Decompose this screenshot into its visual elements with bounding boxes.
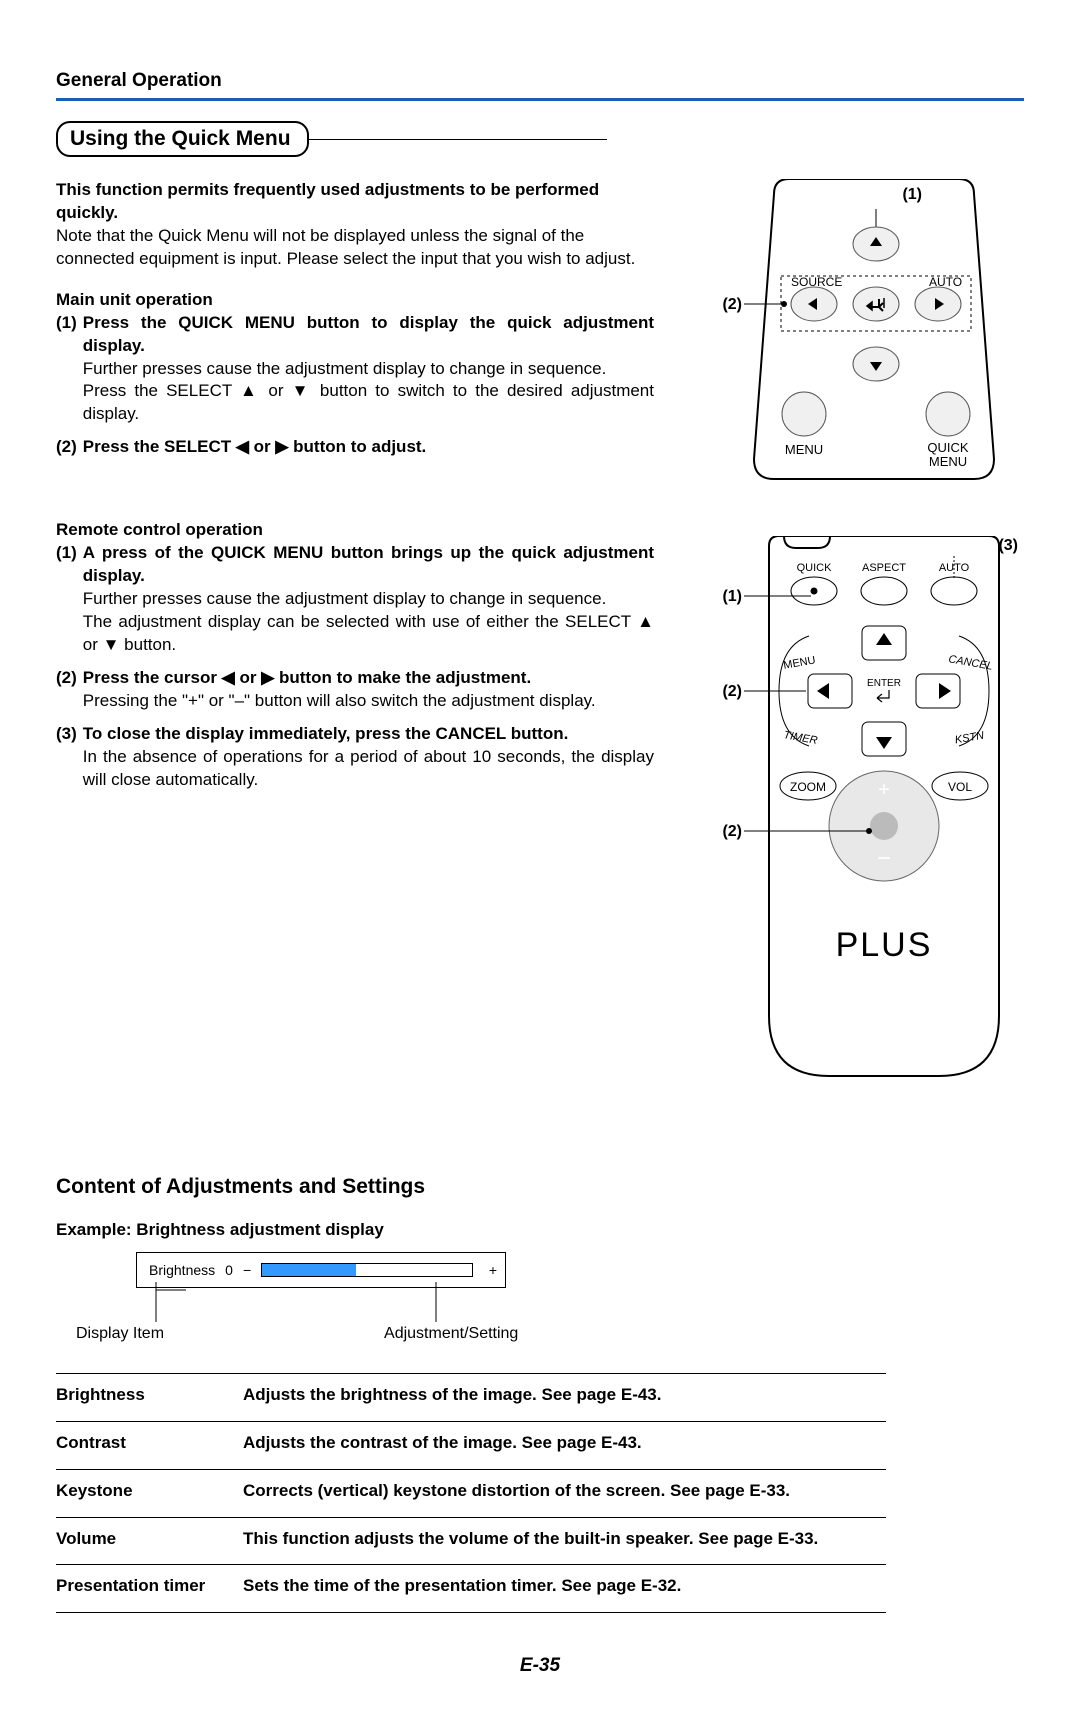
osd-plus: + bbox=[489, 1261, 497, 1280]
diagram-column: (1) (2) SOURCE AUTO bbox=[684, 179, 1024, 1133]
content-heading: Content of Adjustments and Settings bbox=[56, 1173, 1024, 1201]
step-num: (3) bbox=[56, 723, 77, 792]
svg-text:QUICK: QUICK bbox=[797, 562, 833, 574]
row-name: Keystone bbox=[56, 1480, 231, 1503]
legend-left: Display Item bbox=[76, 1323, 164, 1345]
table-row: Presentation timer Sets the time of the p… bbox=[56, 1564, 886, 1613]
remote-item1-bold: A press of the QUICK MENU button brings … bbox=[83, 543, 654, 585]
svg-text:+: + bbox=[878, 779, 890, 801]
main-item2-bold: Press the SELECT ◀ or ▶ button to adjust… bbox=[83, 437, 427, 456]
osd-value: 0 bbox=[225, 1261, 233, 1280]
svg-text:(2): (2) bbox=[722, 683, 742, 700]
osd-name: Brightness bbox=[149, 1261, 215, 1280]
table-row: Brightness Adjusts the brightness of the … bbox=[56, 1373, 886, 1421]
osd-bar bbox=[261, 1263, 473, 1277]
svg-text:VOL: VOL bbox=[948, 780, 972, 794]
step-num: (2) bbox=[56, 667, 77, 713]
svg-text:(3): (3) bbox=[998, 537, 1018, 554]
step-num: (2) bbox=[56, 436, 77, 459]
example-label: Example: Brightness adjustment display bbox=[56, 1219, 1024, 1242]
remote-item1b: The adjustment display can be selected w… bbox=[83, 612, 654, 654]
table-row: Keystone Corrects (vertical) keystone dis… bbox=[56, 1469, 886, 1517]
row-name: Brightness bbox=[56, 1384, 231, 1407]
svg-text:MENU: MENU bbox=[785, 442, 823, 457]
svg-text:QUICK: QUICK bbox=[927, 440, 969, 455]
svg-text:MENU: MENU bbox=[929, 454, 967, 469]
row-desc: Adjusts the contrast of the image. See p… bbox=[243, 1432, 886, 1455]
step-num: (1) bbox=[56, 312, 77, 427]
svg-text:−: − bbox=[877, 845, 891, 872]
section-title-box: Using the Quick Menu bbox=[56, 121, 309, 157]
text-column: This function permits frequently used ad… bbox=[56, 179, 654, 1133]
remote-diagram: QUICK ASPECT AUTO (3) (1) MENU CANCEL bbox=[684, 536, 1024, 1103]
row-desc: This function adjusts the volume of the … bbox=[243, 1528, 886, 1551]
svg-text:(2): (2) bbox=[722, 823, 742, 840]
row-desc: Adjusts the brightness of the image. See… bbox=[243, 1384, 886, 1407]
osd-minus: − bbox=[243, 1261, 251, 1280]
intro-body: Note that the Quick Menu will not be dis… bbox=[56, 226, 635, 268]
table-row: Contrast Adjusts the contrast of the imag… bbox=[56, 1421, 886, 1469]
row-desc: Corrects (vertical) keystone distortion … bbox=[243, 1480, 886, 1503]
svg-text:(2): (2) bbox=[722, 296, 742, 313]
main-unit-heading: Main unit operation bbox=[56, 289, 654, 312]
main-item1a: Further presses cause the adjustment dis… bbox=[83, 359, 607, 378]
remote-heading: Remote control operation bbox=[56, 519, 654, 542]
osd-bar-fill bbox=[262, 1264, 356, 1276]
svg-text:ASPECT: ASPECT bbox=[862, 562, 906, 574]
header-bar: General Operation bbox=[56, 68, 1024, 101]
section-title: Using the Quick Menu bbox=[70, 125, 291, 153]
row-name: Contrast bbox=[56, 1432, 231, 1455]
main-item1-bold: Press the QUICK MENU button to display t… bbox=[83, 313, 654, 355]
remote-item3a: In the absence of operations for a perio… bbox=[83, 747, 654, 789]
header-title: General Operation bbox=[56, 68, 1024, 94]
main-unit-diagram: (1) (2) SOURCE AUTO bbox=[684, 179, 1024, 506]
intro-bold: This function permits frequently used ad… bbox=[56, 180, 599, 222]
row-name: Volume bbox=[56, 1528, 231, 1551]
remote-item1a: Further presses cause the adjustment dis… bbox=[83, 589, 607, 608]
adjustments-table: Brightness Adjusts the brightness of the … bbox=[56, 1373, 886, 1614]
main-item1b: Press the SELECT ▲ or ▼ button to switch… bbox=[83, 381, 654, 423]
svg-text:(1): (1) bbox=[902, 186, 922, 203]
osd-legend: Display Item Adjustment/Setting bbox=[56, 1323, 1024, 1345]
legend-right: Adjustment/Setting bbox=[384, 1323, 518, 1345]
row-desc: Sets the time of the presentation timer.… bbox=[243, 1575, 886, 1598]
page-number: E-35 bbox=[56, 1653, 1024, 1679]
svg-text:PLUS: PLUS bbox=[836, 926, 933, 964]
osd-display: Brightness 0 − + bbox=[136, 1252, 506, 1288]
svg-text:(1): (1) bbox=[722, 588, 742, 605]
step-num: (1) bbox=[56, 542, 77, 657]
remote-item3-bold: To close the display immediately, press … bbox=[83, 724, 569, 743]
remote-item2a: Pressing the "+" or "–" button will also… bbox=[83, 691, 596, 710]
table-row: Volume This function adjusts the volume o… bbox=[56, 1517, 886, 1565]
remote-item2-bold: Press the cursor ◀ or ▶ button to make t… bbox=[83, 668, 531, 687]
svg-text:ZOOM: ZOOM bbox=[790, 780, 826, 794]
row-name: Presentation timer bbox=[56, 1575, 231, 1598]
svg-text:ENTER: ENTER bbox=[867, 678, 901, 689]
